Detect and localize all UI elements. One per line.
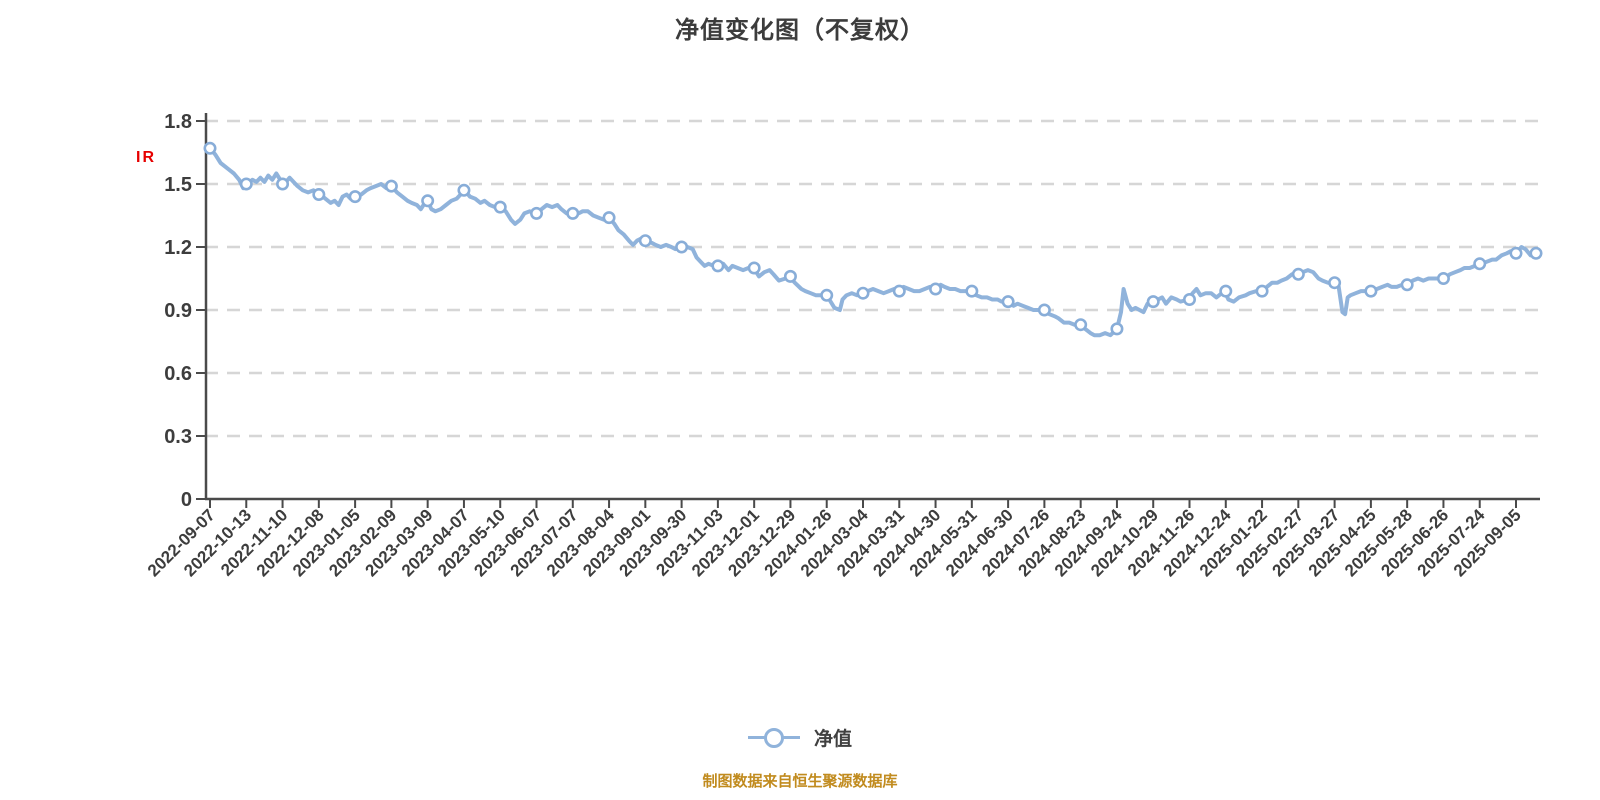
- gridlines: [205, 119, 1538, 438]
- nav-line[interactable]: [208, 146, 1538, 338]
- nav-marker[interactable]: [711, 259, 725, 273]
- nav-marker[interactable]: [1219, 284, 1233, 298]
- nav-marker[interactable]: [1255, 284, 1269, 298]
- nav-marker[interactable]: [783, 269, 797, 283]
- y-tick-label: 0: [181, 489, 192, 511]
- nav-marker[interactable]: [929, 282, 943, 296]
- chart-title: 净值变化图（不复权）: [675, 17, 925, 44]
- nav-marker[interactable]: [493, 200, 507, 214]
- nav-marker[interactable]: [965, 284, 979, 298]
- y-tick-label: 0.9: [164, 300, 192, 322]
- nav-marker[interactable]: [1509, 246, 1523, 260]
- nav-marker[interactable]: [1074, 318, 1088, 332]
- nav-series[interactable]: [203, 141, 1543, 338]
- nav-marker[interactable]: [1436, 271, 1450, 285]
- nav-marker[interactable]: [1037, 303, 1051, 317]
- nav-marker[interactable]: [856, 286, 870, 300]
- legend[interactable]: 净值: [0, 724, 1600, 751]
- legend-series-marker-icon: [747, 727, 800, 749]
- nav-marker[interactable]: [384, 179, 398, 193]
- nav-marker[interactable]: [1364, 284, 1378, 298]
- nav-marker[interactable]: [675, 240, 689, 254]
- nav-marker[interactable]: [820, 288, 834, 302]
- axes: [196, 113, 1540, 508]
- nav-marker[interactable]: [529, 206, 543, 220]
- legend-dot-icon: [763, 727, 784, 748]
- nav-marker[interactable]: [312, 188, 326, 202]
- data-source-note: 制图数据来自恒生聚源数据库: [702, 773, 898, 790]
- y-tick-label: 0.6: [164, 363, 192, 385]
- red-flag-annotation: IR: [136, 149, 156, 166]
- nav-marker[interactable]: [1146, 295, 1160, 309]
- nav-marker[interactable]: [1110, 322, 1124, 336]
- nav-marker[interactable]: [1183, 292, 1197, 306]
- nav-marker[interactable]: [276, 177, 290, 191]
- y-tick-label: 1.2: [164, 237, 192, 259]
- nav-marker[interactable]: [1400, 278, 1414, 292]
- nav-marker[interactable]: [638, 234, 652, 248]
- nav-marker[interactable]: [348, 190, 362, 204]
- x-axis-labels: 2022-09-072022-10-132022-11-102022-12-08…: [144, 505, 1525, 580]
- y-axis-labels: 0 0.3 0.6 0.9 1.2 1.5 1.8: [164, 111, 192, 511]
- nav-marker[interactable]: [602, 211, 616, 225]
- y-tick-label: 0.3: [164, 426, 192, 448]
- nav-marker[interactable]: [747, 261, 761, 275]
- nav-marker[interactable]: [239, 177, 253, 191]
- nav-marker[interactable]: [421, 194, 435, 208]
- nav-marker[interactable]: [1291, 267, 1305, 281]
- y-tick-label: 1.5: [164, 174, 192, 196]
- nav-marker[interactable]: [892, 284, 906, 298]
- y-tick-label: 1.8: [164, 111, 192, 133]
- nav-marker[interactable]: [1473, 257, 1487, 271]
- nav-marker[interactable]: [203, 141, 217, 155]
- nav-marker[interactable]: [457, 183, 471, 197]
- nav-marker[interactable]: [1001, 295, 1015, 309]
- nav-marker-latest[interactable]: [1529, 246, 1543, 260]
- nav-marker[interactable]: [1328, 276, 1342, 290]
- legend-label: 净值: [813, 729, 852, 750]
- nav-marker[interactable]: [566, 206, 580, 220]
